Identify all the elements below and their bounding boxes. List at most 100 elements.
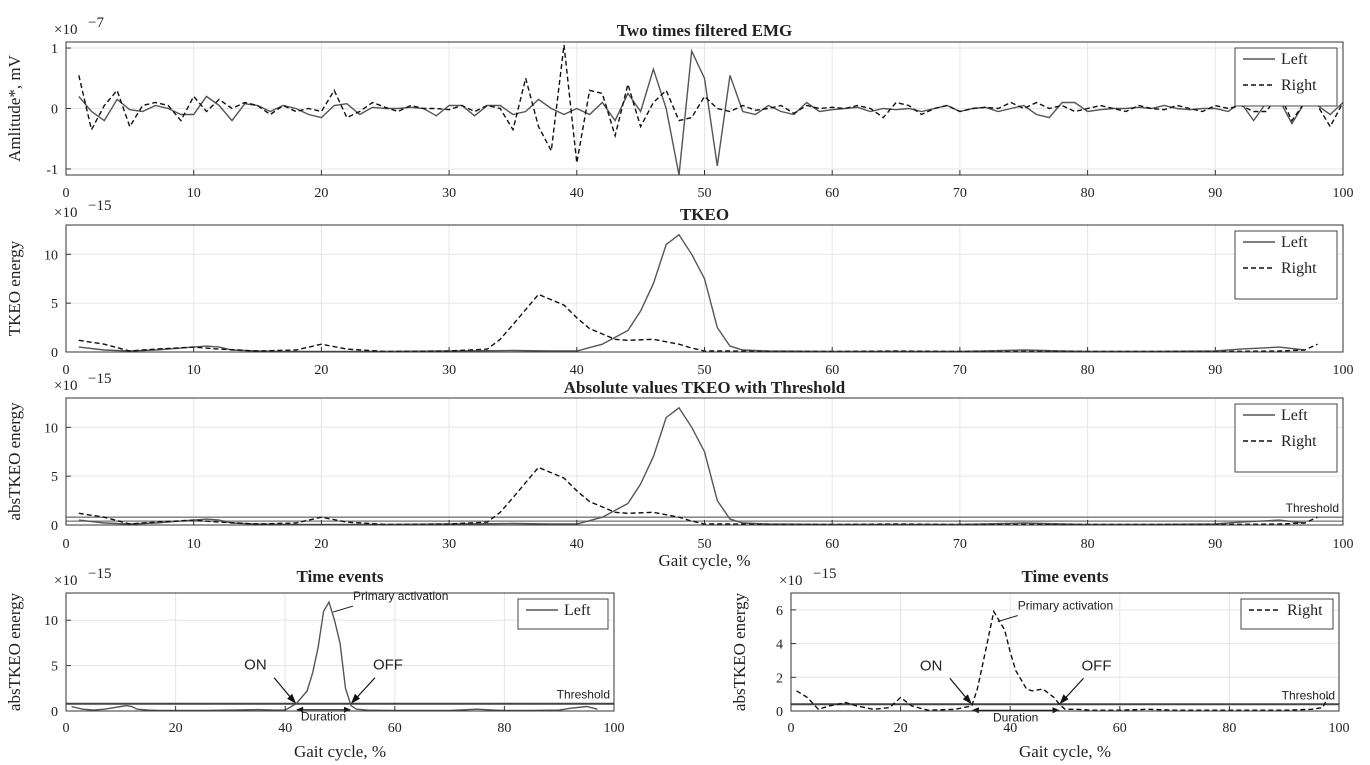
exponent-power: −15	[88, 198, 111, 214]
x-tick-label: 80	[1081, 537, 1095, 552]
on-arrowhead	[287, 693, 297, 704]
x-tick-label: 90	[1208, 537, 1222, 552]
x-tick-label: 100	[1333, 537, 1354, 552]
exponent-multiplier: ×10	[54, 378, 77, 394]
x-tick-label: 0	[788, 721, 795, 736]
exponent-power: −15	[88, 371, 111, 387]
exponent-power: −15	[813, 566, 836, 582]
legend-label-right: Right	[1287, 602, 1323, 619]
x-tick-label: 0	[63, 186, 70, 201]
panel-5: Threshold Primary activation ON OFF Duration…	[730, 566, 1350, 761]
x-tick-label: 40	[570, 363, 584, 378]
legend: Right	[1240, 598, 1334, 630]
x-tick-label: 50	[698, 537, 712, 552]
on-label: ON	[244, 657, 267, 674]
duration-arrowhead-right	[1052, 707, 1060, 714]
legend-label-left: Left	[1281, 407, 1308, 424]
x-tick-label: 10	[187, 537, 201, 552]
legend: Left Right	[1234, 47, 1338, 107]
series-line-left	[71, 600, 598, 712]
exponent-multiplier: ×10	[779, 573, 802, 589]
legend: Left	[517, 598, 609, 630]
y-axis-label: TKEO energy	[5, 240, 24, 336]
x-tick-label: 60	[825, 186, 839, 201]
chart-title: Time events	[296, 567, 383, 586]
y-tick-label: 0	[51, 346, 58, 361]
x-tick-label: 20	[314, 363, 328, 378]
x-tick-label: 20	[894, 721, 908, 736]
threshold-label: Threshold	[1286, 501, 1339, 515]
legend: Left Right	[1234, 230, 1338, 300]
exponent-multiplier: ×10	[54, 205, 77, 221]
series-line-right	[796, 609, 1329, 711]
x-tick-label: 30	[442, 186, 456, 201]
duration-label: Duration	[993, 710, 1038, 724]
duration-arrowhead-left	[971, 707, 979, 714]
x-tick-label: 60	[825, 363, 839, 378]
x-tick-label: 0	[63, 537, 70, 552]
x-tick-label: 40	[278, 721, 292, 736]
chart-title: TKEO	[680, 205, 729, 224]
series-line-left	[78, 233, 1305, 353]
off-arrowhead	[350, 693, 360, 704]
x-tick-label: 40	[1003, 721, 1017, 736]
y-tick-label: 10	[44, 421, 58, 436]
series-line-right	[78, 466, 1318, 526]
x-tick-label: 70	[953, 363, 967, 378]
x-tick-label: 40	[570, 186, 584, 201]
x-tick-label: 10	[187, 363, 201, 378]
legend: Left Right	[1234, 403, 1338, 473]
y-tick-label: 0	[776, 705, 783, 720]
legend-label-left: Left	[564, 602, 591, 619]
y-tick-label: -1	[46, 163, 58, 178]
y-axis-label: absTKEO energy	[5, 402, 24, 521]
series-line-left	[78, 406, 1305, 526]
x-tick-label: 30	[442, 363, 456, 378]
threshold-label: Threshold	[1282, 688, 1335, 702]
x-tick-label: 60	[388, 721, 402, 736]
x-tick-label: 20	[314, 186, 328, 201]
x-tick-label: 0	[63, 721, 70, 736]
x-tick-label: 70	[953, 186, 967, 201]
x-tick-label: 80	[497, 721, 511, 736]
x-axis-label: Gait cycle, %	[1019, 742, 1111, 761]
panel-1: 0 10 20 30 40 50 60 70 80 90 100 -1 0 1 ×10 −7 Two times…	[5, 15, 1354, 201]
x-tick-label: 50	[698, 186, 712, 201]
y-tick-label: 10	[44, 248, 58, 263]
off-label: OFF	[1082, 657, 1112, 674]
x-tick-label: 60	[1113, 721, 1127, 736]
duration-label: Duration	[301, 710, 346, 724]
exponent-power: −7	[88, 15, 104, 31]
x-axis-label: Gait cycle, %	[658, 551, 750, 570]
legend-box	[1240, 598, 1334, 630]
on-arrowhead	[962, 694, 972, 705]
y-tick-label: 10	[44, 614, 58, 629]
chart-title: Time events	[1021, 567, 1108, 586]
x-tick-label: 90	[1208, 363, 1222, 378]
x-tick-label: 60	[825, 537, 839, 552]
y-tick-label: 0	[51, 705, 58, 720]
y-tick-label: 5	[51, 470, 58, 485]
exponent-multiplier: ×10	[54, 22, 77, 38]
legend-label-right: Right	[1281, 260, 1317, 277]
y-axis-label: Amlitude*, mV	[5, 54, 24, 161]
x-tick-label: 80	[1081, 363, 1095, 378]
legend-box	[1234, 47, 1338, 107]
peak-arrow	[332, 605, 354, 613]
legend-label-right: Right	[1281, 77, 1317, 94]
axes-frame	[65, 592, 615, 712]
x-tick-label: 0	[63, 363, 70, 378]
y-tick-label: 0	[51, 519, 58, 534]
legend-label-right: Right	[1281, 433, 1317, 450]
x-tick-label: 80	[1222, 721, 1236, 736]
y-axis-label: absTKEO energy	[730, 592, 749, 711]
y-tick-label: 5	[51, 297, 58, 312]
x-tick-label: 90	[1208, 186, 1222, 201]
x-tick-label: 20	[169, 721, 183, 736]
on-label: ON	[920, 657, 943, 674]
x-tick-label: 20	[314, 537, 328, 552]
y-tick-label: 6	[776, 604, 783, 619]
x-tick-label: 100	[1329, 721, 1350, 736]
legend-box	[517, 598, 609, 630]
